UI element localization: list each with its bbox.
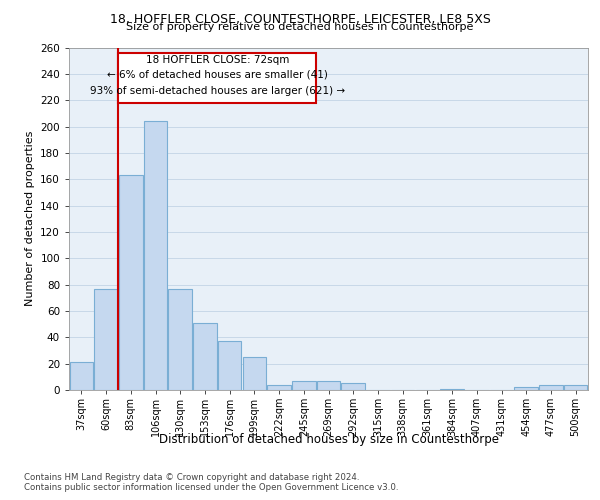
Bar — [268, 384, 291, 390]
Bar — [169, 288, 192, 390]
Text: ← 6% of detached houses are smaller (41): ← 6% of detached houses are smaller (41) — [107, 70, 328, 80]
Text: 18, HOFFLER CLOSE, COUNTESTHORPE, LEICESTER, LE8 5XS: 18, HOFFLER CLOSE, COUNTESTHORPE, LEICES… — [110, 12, 490, 26]
Bar — [564, 384, 587, 390]
Bar — [514, 388, 538, 390]
Bar — [341, 384, 365, 390]
Text: 18 HOFFLER CLOSE: 72sqm: 18 HOFFLER CLOSE: 72sqm — [146, 56, 289, 66]
Text: Size of property relative to detached houses in Countesthorpe: Size of property relative to detached ho… — [127, 22, 473, 32]
Text: Contains HM Land Registry data © Crown copyright and database right 2024.: Contains HM Land Registry data © Crown c… — [24, 472, 359, 482]
Text: 93% of semi-detached houses are larger (621) →: 93% of semi-detached houses are larger (… — [90, 86, 345, 96]
Bar — [440, 388, 464, 390]
Bar — [242, 357, 266, 390]
Text: Contains public sector information licensed under the Open Government Licence v3: Contains public sector information licen… — [24, 484, 398, 492]
Bar — [218, 342, 241, 390]
Bar — [539, 384, 563, 390]
Bar — [94, 288, 118, 390]
Bar — [292, 381, 316, 390]
Bar — [193, 323, 217, 390]
Bar — [70, 362, 93, 390]
Bar — [119, 176, 143, 390]
Bar — [317, 381, 340, 390]
Bar — [144, 122, 167, 390]
FancyBboxPatch shape — [118, 53, 316, 103]
Text: Distribution of detached houses by size in Countesthorpe: Distribution of detached houses by size … — [159, 432, 499, 446]
Y-axis label: Number of detached properties: Number of detached properties — [25, 131, 35, 306]
